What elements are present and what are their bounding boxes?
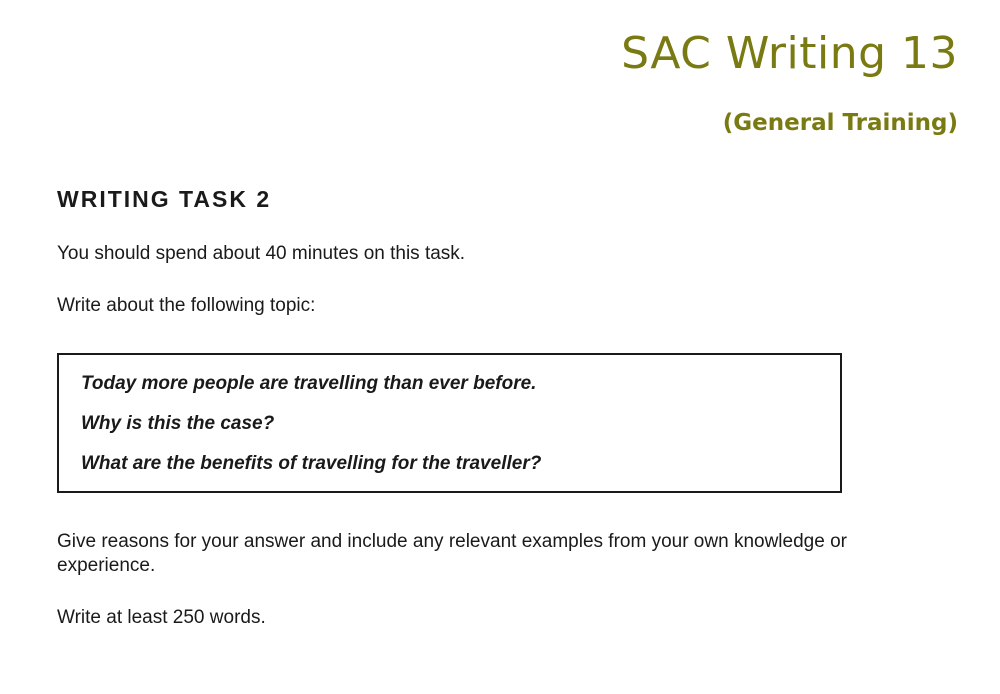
word-count-instruction: Write at least 250 words. <box>57 607 266 628</box>
time-instruction: You should spend about 40 minutes on thi… <box>57 243 466 264</box>
reasons-instruction: Give reasons for your answer and include… <box>57 531 847 576</box>
topic-statement: Today more people are travelling than ev… <box>81 373 537 394</box>
page-title: SAC Writing 13 <box>621 28 958 79</box>
page-subtitle: (General Training) <box>722 110 958 136</box>
topic-box: Today more people are travelling than ev… <box>57 353 842 493</box>
topic-question-2: What are the benefits of travelling for … <box>81 453 542 474</box>
task-heading: WRITING TASK 2 <box>57 186 272 212</box>
topic-question-1: Why is this the case? <box>81 413 275 434</box>
topic-intro: Write about the following topic: <box>57 295 316 316</box>
